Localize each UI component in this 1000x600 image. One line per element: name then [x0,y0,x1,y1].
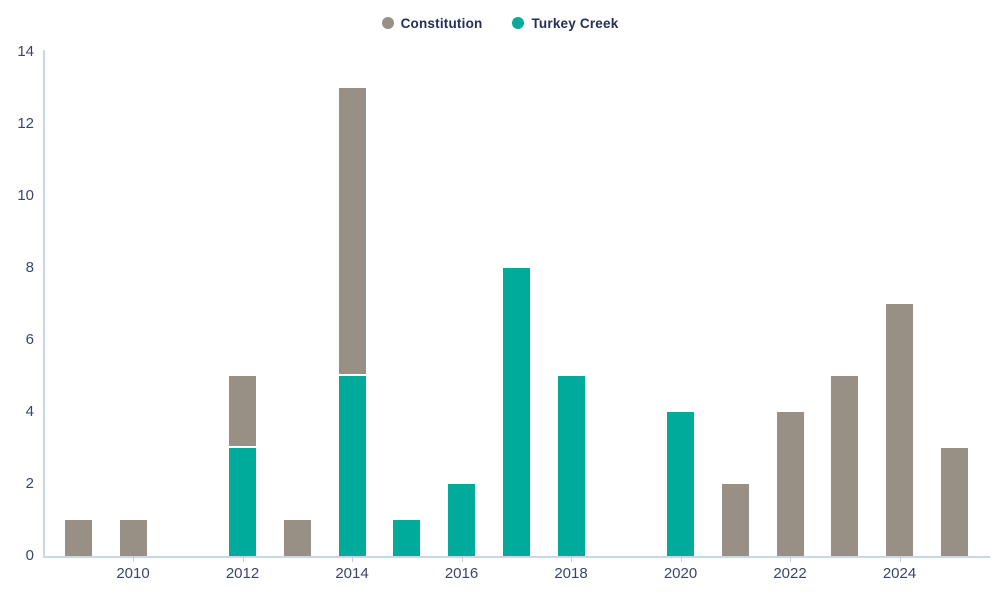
bar-segment-turkey-creek-2012[interactable] [229,448,256,556]
bar-segment-constitution-2010[interactable] [119,520,147,556]
bar-segment-constitution-2023[interactable] [831,376,859,556]
y-tick-label: 14 [17,43,34,60]
y-tick-label: 10 [17,187,34,204]
bar-segment-constitution-2009[interactable] [64,520,92,556]
y-tick-label: 12 [17,115,34,132]
x-tick-label: 2018 [554,565,588,582]
x-axis-line [43,556,990,558]
x-tick-mark [571,556,572,562]
chart-legend: Constitution Turkey Creek [0,12,1000,34]
x-tick-mark [790,556,791,562]
x-tick-mark [242,556,244,562]
y-axis-line [43,50,45,557]
x-tick-label: 2010 [116,565,150,582]
bar-segment-constitution-2025[interactable] [940,448,968,556]
x-tick-mark [680,556,682,562]
legend-label-constitution: Constitution [400,15,483,31]
bar-segment-turkey-creek-2016[interactable] [448,484,475,556]
y-tick-label: 2 [25,475,34,492]
bar-segment-constitution-2014[interactable] [338,88,366,376]
x-tick-mark [461,556,463,562]
y-tick-label: 4 [25,403,34,420]
bar-segment-constitution-2013[interactable] [283,520,311,556]
legend-item-turkey-creek[interactable]: Turkey Creek [512,16,618,31]
bar-segment-turkey-creek-2020[interactable] [667,412,694,556]
y-tick-label: 6 [25,331,34,348]
x-tick-mark [899,556,901,562]
x-tick-mark [133,556,134,562]
x-tick-mark [352,556,353,562]
bar-segment-constitution-2021[interactable] [721,484,749,556]
y-tick-label: 0 [25,547,34,564]
x-tick-label: 2012 [225,565,260,582]
legend-swatch-turkey-creek-icon [512,17,525,29]
bar-segment-turkey-creek-2017[interactable] [502,268,530,556]
bar-segment-turkey-creek-2018[interactable] [557,376,585,556]
y-tick-label: 8 [25,259,34,276]
x-tick-label: 2016 [444,565,479,582]
legend-label-turkey-creek: Turkey Creek [531,15,619,31]
bar-segment-constitution-2012[interactable] [229,376,256,448]
x-tick-label: 2022 [773,565,807,582]
x-tick-label: 2020 [663,565,698,582]
bar-segment-constitution-2022[interactable] [776,412,804,556]
bar-segment-constitution-2024[interactable] [886,304,913,556]
x-tick-label: 2024 [882,565,917,582]
x-tick-label: 2014 [335,565,369,582]
legend-swatch-constitution-icon [381,17,394,29]
legend-item-constitution[interactable]: Constitution [381,15,483,31]
bar-segment-turkey-creek-2014[interactable] [338,376,366,556]
bar-segment-turkey-creek-2015[interactable] [393,520,421,556]
